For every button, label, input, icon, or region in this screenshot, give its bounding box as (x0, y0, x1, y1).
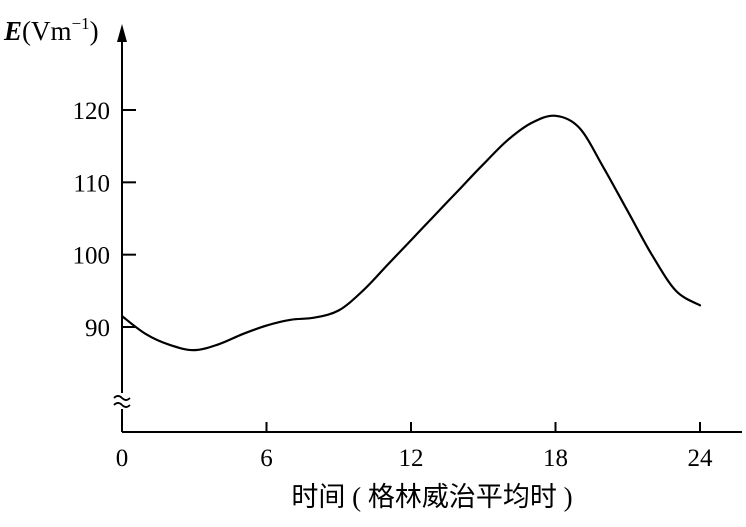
y-axis-unit-close: ) (90, 16, 99, 46)
series-line (120, 114, 702, 352)
x-tick-label: 0 (116, 445, 129, 472)
y-axis-arrowhead (117, 24, 127, 42)
y-tick-label: 100 (73, 243, 111, 270)
x-ticks: 0 6 12 18 24 (116, 422, 713, 472)
y-tick-label: 120 (73, 98, 111, 125)
x-tick-label: 24 (688, 445, 714, 472)
y-axis-title: E(Vm−1) (3, 14, 99, 46)
y-break-gap (114, 393, 130, 409)
y-axis-break-mark (113, 393, 131, 409)
y-axis-unit: (Vm (22, 16, 72, 46)
y-break-wave-lower (113, 402, 131, 408)
y-axis-symbol: E (3, 16, 22, 46)
y-tick-label: 90 (85, 315, 110, 342)
y-axis-unit-exponent: −1 (72, 14, 90, 33)
axes (113, 24, 742, 433)
y-tick-label: 110 (73, 170, 110, 197)
y-ticks: 90 100 110 120 (73, 98, 136, 342)
x-tick-label: 12 (399, 445, 424, 472)
y-break-wave-upper (113, 395, 131, 401)
x-tick-label: 18 (543, 445, 568, 472)
x-tick-label: 6 (260, 445, 273, 472)
x-axis-title: 时间 ( 格林威治平均时 ) (291, 482, 572, 512)
